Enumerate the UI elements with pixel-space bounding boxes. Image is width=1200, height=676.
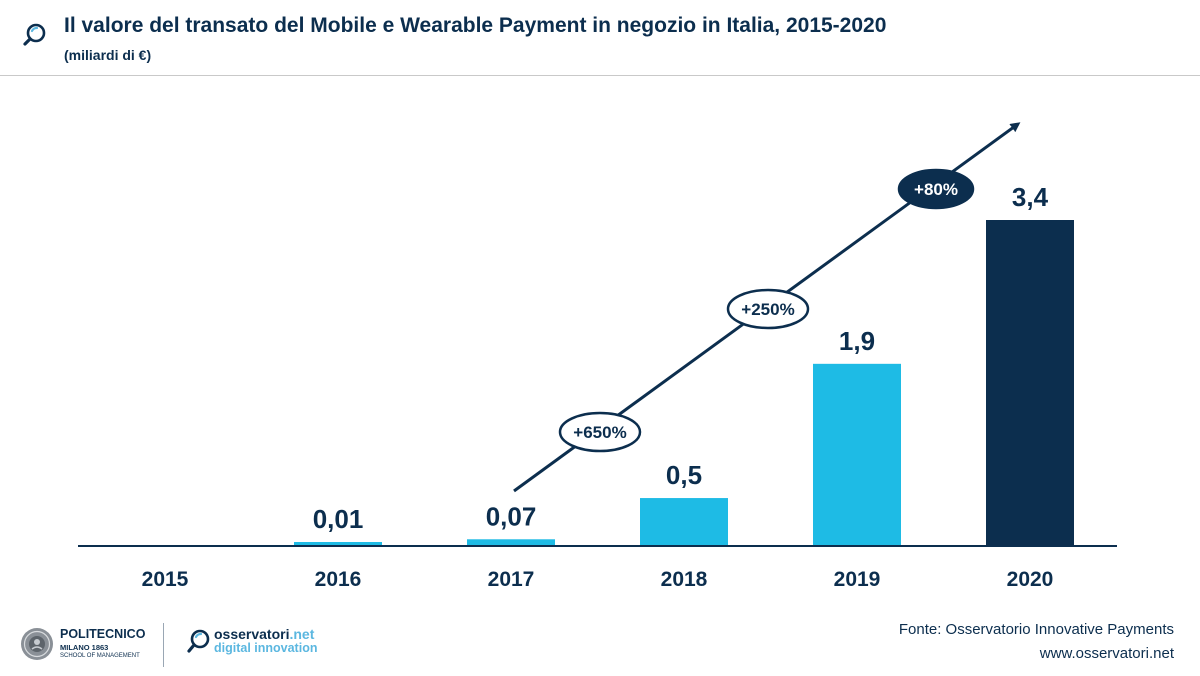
politecnico-school: SCHOOL OF MANAGEMENT	[60, 653, 140, 659]
website-link[interactable]: www.osservatori.net	[1039, 645, 1174, 662]
growth-badge-250: +250%	[726, 288, 810, 330]
growth-badge-80: +80%	[897, 168, 975, 210]
osservatori-logo-tld: .net	[289, 626, 315, 642]
growth-badge-650: +650%	[558, 411, 642, 453]
value-label-2019: 1,9	[839, 326, 875, 356]
politecnico-city: MILANO 1863	[60, 643, 109, 652]
x-tick-label-2020: 2020	[1007, 568, 1054, 591]
x-tick-label-2017: 2017	[488, 568, 535, 591]
bar-2016	[294, 542, 382, 546]
value-label-2017: 0,07	[486, 501, 537, 531]
magnifier-icon	[187, 629, 210, 653]
x-tick-label-2016: 2016	[315, 568, 362, 591]
bar-2020	[986, 220, 1074, 546]
bar-2018	[640, 498, 728, 546]
bar-2017	[467, 539, 555, 546]
value-label-2018: 0,5	[666, 460, 702, 490]
x-tick-label-2018: 2018	[661, 568, 708, 591]
x-tick-label-2019: 2019	[834, 568, 881, 591]
growth-badge-label: +650%	[573, 423, 626, 442]
growth-badge-label: +250%	[741, 300, 794, 319]
osservatori-tagline: digital innovation	[214, 641, 318, 655]
chart-title: Il valore del transato del Mobile e Wear…	[64, 14, 887, 37]
osservatori-logo-name: osservatori	[214, 626, 290, 642]
x-tick-label-2015: 2015	[142, 568, 189, 591]
header: Il valore del transato del Mobile e Wear…	[0, 0, 1200, 76]
osservatori-logo-text: osservatori.net	[214, 626, 314, 642]
header-divider	[0, 75, 1200, 76]
politecnico-name: POLITECNICO	[60, 627, 146, 641]
source-note: Fonte: Osservatorio Innovative Payments	[898, 621, 1174, 638]
logo-divider	[163, 623, 164, 667]
bar-chart: 2015 0,01 2016 0,07 2017 0,5 2018 1,9 2019 3,4 202…	[78, 122, 1117, 591]
magnifier-icon	[23, 23, 46, 46]
chart-subtitle: (miliardi di €)	[64, 47, 152, 63]
value-label-2020: 3,4	[1012, 182, 1049, 212]
seal-icon	[21, 628, 53, 660]
value-label-2016: 0,01	[313, 504, 364, 534]
bar-2019	[813, 363, 901, 546]
growth-badge-label: +80%	[914, 180, 958, 199]
